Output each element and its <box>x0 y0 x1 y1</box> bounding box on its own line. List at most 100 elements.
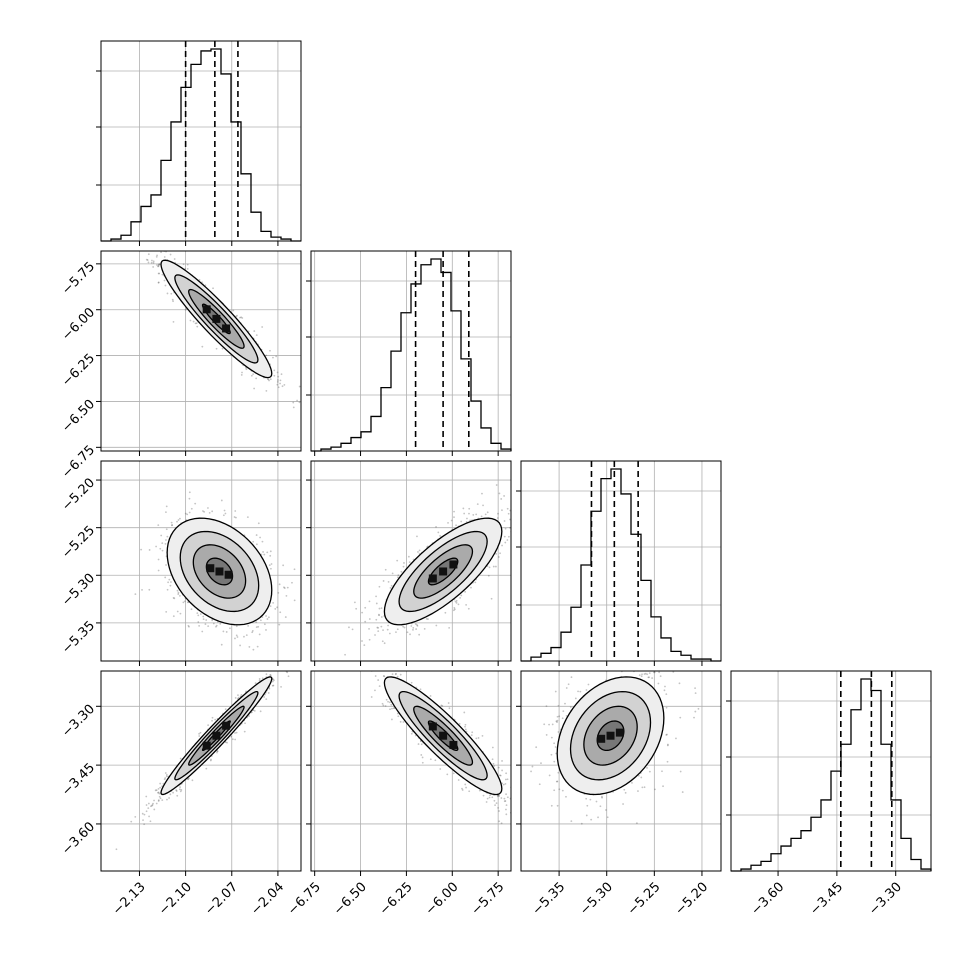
sample-point <box>205 767 208 770</box>
sample-point <box>377 679 380 681</box>
contour-line <box>166 517 273 626</box>
sample-point <box>239 316 241 319</box>
sample-point <box>653 671 656 674</box>
sample-point <box>266 378 269 380</box>
sample-point <box>189 319 192 322</box>
contour-line <box>383 517 503 626</box>
sample-point <box>481 492 483 495</box>
sample-point <box>416 624 419 627</box>
panel-background <box>101 251 301 451</box>
sample-point <box>188 625 190 628</box>
sample-point <box>198 732 200 735</box>
sample-point <box>252 648 255 651</box>
sample-point <box>166 588 169 591</box>
sample-point <box>293 599 296 602</box>
panel-background <box>101 671 301 871</box>
density-peak-cell <box>206 564 215 573</box>
sample-point <box>402 625 404 628</box>
sample-point <box>469 519 471 522</box>
sample-point <box>448 707 451 710</box>
sample-point <box>665 706 668 709</box>
sample-point <box>165 528 168 531</box>
density-peak-cell <box>449 560 458 569</box>
sample-point <box>380 625 383 628</box>
sample-point <box>274 663 276 665</box>
sample-point <box>176 794 179 797</box>
sample-point <box>306 639 308 641</box>
contour-line <box>383 676 503 796</box>
sample-point <box>653 666 655 668</box>
sample-point <box>503 535 506 538</box>
sample-point <box>268 668 270 670</box>
sample-point <box>159 797 162 800</box>
sample-point <box>511 513 513 515</box>
sample-point <box>255 377 258 380</box>
sample-point <box>395 631 397 634</box>
sample-point <box>468 507 471 510</box>
sample-point <box>457 779 460 781</box>
sample-point <box>235 731 238 734</box>
sample-point <box>224 708 227 711</box>
histogram-step-line <box>311 258 512 452</box>
sample-point <box>190 608 193 611</box>
panel-frame <box>520 670 722 872</box>
sample-point <box>540 762 542 765</box>
sample-point <box>414 623 417 625</box>
sample-point <box>417 743 420 745</box>
sample-point <box>429 695 432 697</box>
sample-point <box>382 580 385 582</box>
sample-point <box>579 690 582 693</box>
sample-point <box>177 519 180 521</box>
sample-point <box>269 674 272 676</box>
sample-point <box>157 791 160 794</box>
sample-point <box>497 556 500 558</box>
sample-point <box>277 379 279 381</box>
sample-point <box>503 800 506 803</box>
sample-point <box>501 544 503 547</box>
sample-point <box>157 788 160 790</box>
sample-point <box>184 512 187 515</box>
contour-line <box>160 259 273 379</box>
sample-point <box>240 374 243 376</box>
y-tick-label: −5.25 <box>59 523 98 562</box>
sample-point <box>458 722 461 725</box>
sample-point <box>538 783 541 786</box>
sample-point <box>372 661 374 663</box>
sample-point <box>378 685 381 688</box>
sample-point <box>417 551 419 553</box>
sample-point <box>209 759 212 762</box>
sample-point <box>282 662 284 664</box>
sample-point <box>561 717 564 720</box>
hist-panel-0 <box>96 40 302 246</box>
sample-point <box>505 793 507 796</box>
panel-frame <box>730 670 932 872</box>
sample-point <box>448 626 451 629</box>
sample-point <box>475 737 478 740</box>
sample-point <box>535 746 538 749</box>
sample-point <box>188 777 190 780</box>
y-tick-label: −6.75 <box>59 443 98 482</box>
sample-point <box>143 823 146 826</box>
sample-point <box>490 597 493 600</box>
sample-point <box>455 601 458 604</box>
sample-point <box>148 588 151 591</box>
sample-point <box>365 661 367 663</box>
sample-point <box>383 675 386 678</box>
sample-point <box>589 798 592 801</box>
sample-point <box>259 536 261 539</box>
histogram-step-line <box>101 48 301 242</box>
sample-point <box>643 673 646 675</box>
sample-point <box>164 576 167 579</box>
sample-point <box>693 716 695 719</box>
contour-line <box>427 557 459 586</box>
y-tick-label: −3.60 <box>59 819 98 858</box>
sample-point <box>388 632 391 635</box>
sample-point <box>222 514 225 517</box>
sample-point <box>452 609 455 612</box>
sample-point <box>211 619 214 622</box>
sample-point <box>277 386 280 389</box>
sample-point <box>171 524 174 526</box>
x-tick-label: −2.10 <box>156 880 195 919</box>
sample-point <box>170 521 173 524</box>
